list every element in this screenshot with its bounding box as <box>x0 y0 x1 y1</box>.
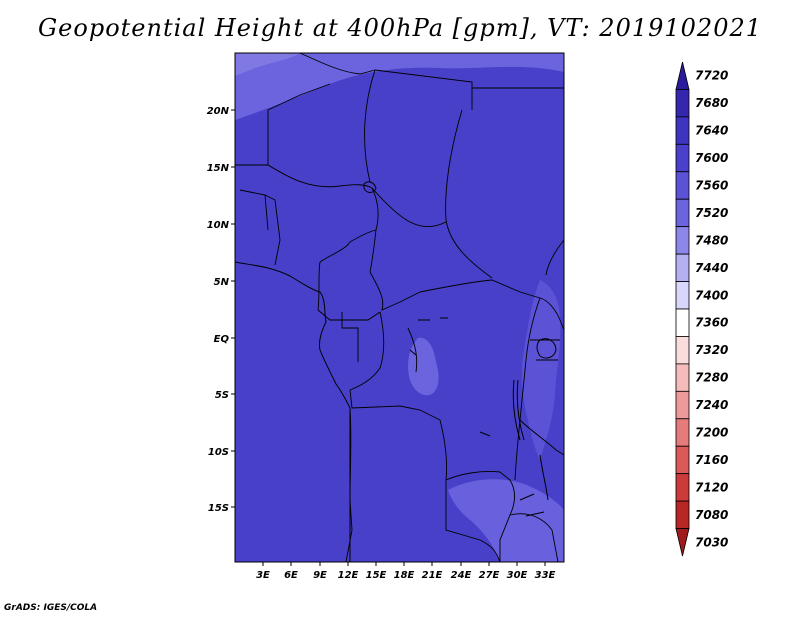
lon-label: 27E <box>479 570 500 581</box>
colorbar-label: 7680 <box>695 96 728 110</box>
lon-label: 18E <box>394 570 415 581</box>
border-line <box>519 419 565 456</box>
colorbar-label: 7320 <box>695 343 728 357</box>
colorbar-label: 7600 <box>695 151 728 165</box>
border-line <box>369 271 541 311</box>
colorbar-swatch <box>675 281 690 310</box>
border-line <box>514 297 541 481</box>
lon-label: 3E <box>256 570 270 581</box>
border-line <box>341 312 359 362</box>
border-line <box>509 513 559 563</box>
lake-malawi <box>539 454 549 501</box>
lake-victoria <box>536 338 557 359</box>
colorbar-label: 7360 <box>695 316 728 330</box>
colorbar-swatch <box>675 390 690 420</box>
colorbar-label: 7200 <box>695 426 728 440</box>
lat-axis: 20N 15N 10N 5N EQ 5S 10S 15S <box>207 106 235 514</box>
colorbar-swatch <box>675 143 690 173</box>
border-line <box>407 327 418 373</box>
lat-label: EQ <box>214 334 230 345</box>
colorbar-swatch <box>675 500 690 529</box>
map-title: Geopotential Height at 400hPa [gpm], VT:… <box>38 14 762 42</box>
lat-label: 15S <box>208 503 229 514</box>
river-line <box>409 317 545 517</box>
lat-label: 20N <box>207 106 230 117</box>
border-line <box>299 52 376 75</box>
lon-label: 15E <box>366 570 387 581</box>
colorbar-swatch <box>675 226 690 255</box>
colorbar-label: 7120 <box>695 480 728 494</box>
field-base <box>235 53 564 562</box>
colorbar-swatch <box>675 253 690 282</box>
border-line <box>317 261 381 321</box>
colorbar-label: 7280 <box>695 371 728 385</box>
border-line <box>349 389 448 481</box>
colorbar-label: 7030 <box>695 535 728 549</box>
field-region-north-edge <box>235 53 300 76</box>
colorbar-label: 7560 <box>695 179 728 193</box>
map-frame <box>234 52 565 563</box>
lon-label: 6E <box>284 570 298 581</box>
colorbar: 7720 7680 7640 7600 7560 7520 7480 7440 7400 7360… <box>675 61 728 557</box>
colorbar-swatch <box>675 445 690 475</box>
field-region-south <box>448 479 564 562</box>
border-line <box>539 297 565 331</box>
colorbar-swatch <box>675 363 690 392</box>
lat-label: 10S <box>208 447 229 458</box>
border-line <box>349 311 385 391</box>
colorbar-arrow-top <box>675 61 690 90</box>
lon-label: 24E <box>451 570 472 581</box>
border-line <box>364 69 376 183</box>
colorbar-swatch <box>675 473 690 502</box>
height-field <box>235 53 564 562</box>
lon-label: 12E <box>338 570 359 581</box>
coastline <box>234 261 351 562</box>
lake-chad <box>363 181 377 193</box>
colorbar-swatch <box>675 198 690 228</box>
colorbar-label: 7080 <box>695 508 728 522</box>
lon-label: 9E <box>313 570 327 581</box>
colorbar-swatch <box>675 308 690 337</box>
border-line <box>530 339 560 361</box>
country-borders <box>235 52 565 563</box>
colorbar-swatch <box>675 89 690 118</box>
lakes <box>363 181 557 517</box>
field-region-north <box>235 53 564 120</box>
border-line <box>545 239 565 276</box>
colorbar-label: 7640 <box>695 124 728 138</box>
colorbar-arrow-bottom <box>675 528 690 557</box>
colorbar-label: 7720 <box>695 69 728 83</box>
colorbar-label: 7160 <box>695 453 728 467</box>
border-line <box>445 471 515 562</box>
lat-label: 5N <box>214 277 230 288</box>
lon-label: 21E <box>422 570 443 581</box>
colorbar-swatch <box>675 336 690 365</box>
colorbar-label: 7480 <box>695 233 728 247</box>
border-line <box>264 194 281 266</box>
colorbar-swatch <box>675 116 690 145</box>
lat-label: 5S <box>215 390 229 401</box>
lat-label: 10N <box>207 220 230 231</box>
border-line <box>319 229 377 263</box>
colorbar-label: 7240 <box>695 398 728 412</box>
border-line <box>445 109 493 279</box>
colorbar-label: 7400 <box>695 288 728 302</box>
lon-axis: 3E 6E 9E 12E 15E 18E 21E 24E 27E 30E 33E <box>256 562 556 581</box>
border-line <box>371 187 447 227</box>
border-line <box>374 69 473 110</box>
border-line <box>445 480 501 563</box>
colorbar-swatch <box>675 171 690 200</box>
credit-text: GrADS: IGES/COLA <box>4 603 98 613</box>
colorbar-label: 7520 <box>695 206 728 220</box>
lon-label: 30E <box>507 570 528 581</box>
lat-label: 15N <box>207 163 230 174</box>
border-line <box>235 83 331 166</box>
lake-tanganyika <box>512 379 525 441</box>
colorbar-swatch <box>675 418 690 447</box>
colorbar-label: 7440 <box>695 261 728 275</box>
lon-label: 33E <box>535 570 556 581</box>
